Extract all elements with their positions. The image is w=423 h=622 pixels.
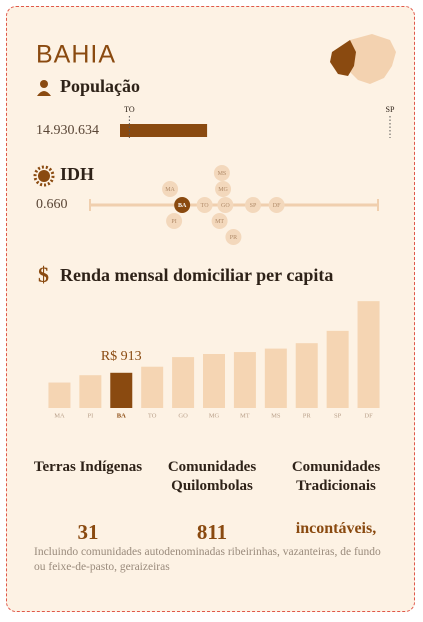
bar (48, 382, 71, 408)
idh-dot (217, 197, 234, 213)
bar (172, 357, 195, 408)
stat: Comunidades Quilombolas 811 (150, 458, 274, 545)
x-tick-label: PI (87, 412, 93, 419)
x-tick-label: MT (240, 412, 250, 419)
idh-label: MA (165, 187, 175, 193)
idh-dot (213, 165, 230, 181)
idh-dot (162, 181, 179, 197)
bar (79, 375, 102, 408)
idh-dot (166, 213, 183, 229)
bar (295, 343, 318, 408)
x-tick-label: SP (334, 412, 342, 419)
map-icon (330, 34, 396, 84)
idh-label: GO (221, 203, 230, 209)
x-tick-label: TO (148, 412, 157, 419)
idh-label: PI (171, 219, 176, 225)
card (6, 6, 415, 612)
title: BAHIA (36, 41, 116, 69)
idh-label: PR (230, 235, 237, 241)
idh-label: SP (250, 203, 257, 209)
stat-label: Comunidades Tradicionais (291, 459, 381, 494)
idh-label: MT (215, 219, 224, 225)
idh-dot (268, 197, 285, 213)
stat-value: incontáveis, (295, 520, 377, 537)
x-tick-label: GO (178, 412, 188, 419)
value-label: R$ 913 (101, 349, 142, 364)
idh-dot (211, 213, 228, 229)
x-tick-label: MS (271, 412, 281, 419)
bar (110, 372, 133, 408)
note: Incluindo comunidades autodenominadas ri… (34, 546, 381, 573)
stat-label: Terras Indígenas (33, 459, 143, 475)
bar (141, 366, 164, 408)
person-icon (37, 80, 51, 96)
dollar-icon: $ (38, 262, 49, 287)
bar (264, 348, 287, 408)
idh-label: MG (218, 187, 228, 193)
stat: Terras Indígenas 31 (26, 458, 150, 545)
idh-dot (196, 197, 213, 213)
idh-value: 0.660 (36, 197, 68, 212)
idh-label: TO (201, 203, 210, 209)
population-bar (120, 124, 208, 137)
x-tick-label: MG (209, 412, 220, 419)
idh-label: MS (218, 171, 227, 177)
section-title: População (60, 76, 140, 96)
idh-dot (174, 197, 191, 213)
stat-value: 31 (77, 520, 99, 544)
stat-value: 811 (196, 520, 228, 544)
bar (357, 301, 380, 408)
idh-dot (225, 229, 242, 245)
idh-label: BA (178, 203, 187, 209)
x-tick-label: MA (54, 412, 65, 419)
section-title: Renda mensal domiciliar per capita (60, 265, 333, 285)
population-value: 14.930.634 (36, 123, 99, 138)
sun-icon (33, 165, 55, 187)
bar (233, 352, 256, 408)
marker-label: SP (386, 105, 395, 114)
x-tick-label: PR (303, 412, 312, 419)
section-title: IDH (60, 164, 94, 184)
bar (203, 354, 225, 408)
stat: Comunidades Tradicionais incontáveis, (274, 458, 398, 545)
x-tick-label: DF (364, 412, 373, 419)
stat-label: Comunidades Quilombolas (167, 459, 257, 494)
x-tick-label: BA (117, 412, 126, 419)
marker-label: TO (124, 105, 135, 114)
idh-label: DF (273, 203, 281, 209)
stats: Terras Indígenas 31 Comunidades Quilombola… (26, 458, 398, 545)
idh-dot (215, 181, 232, 197)
bar (326, 330, 349, 408)
idh-dot (245, 197, 262, 213)
